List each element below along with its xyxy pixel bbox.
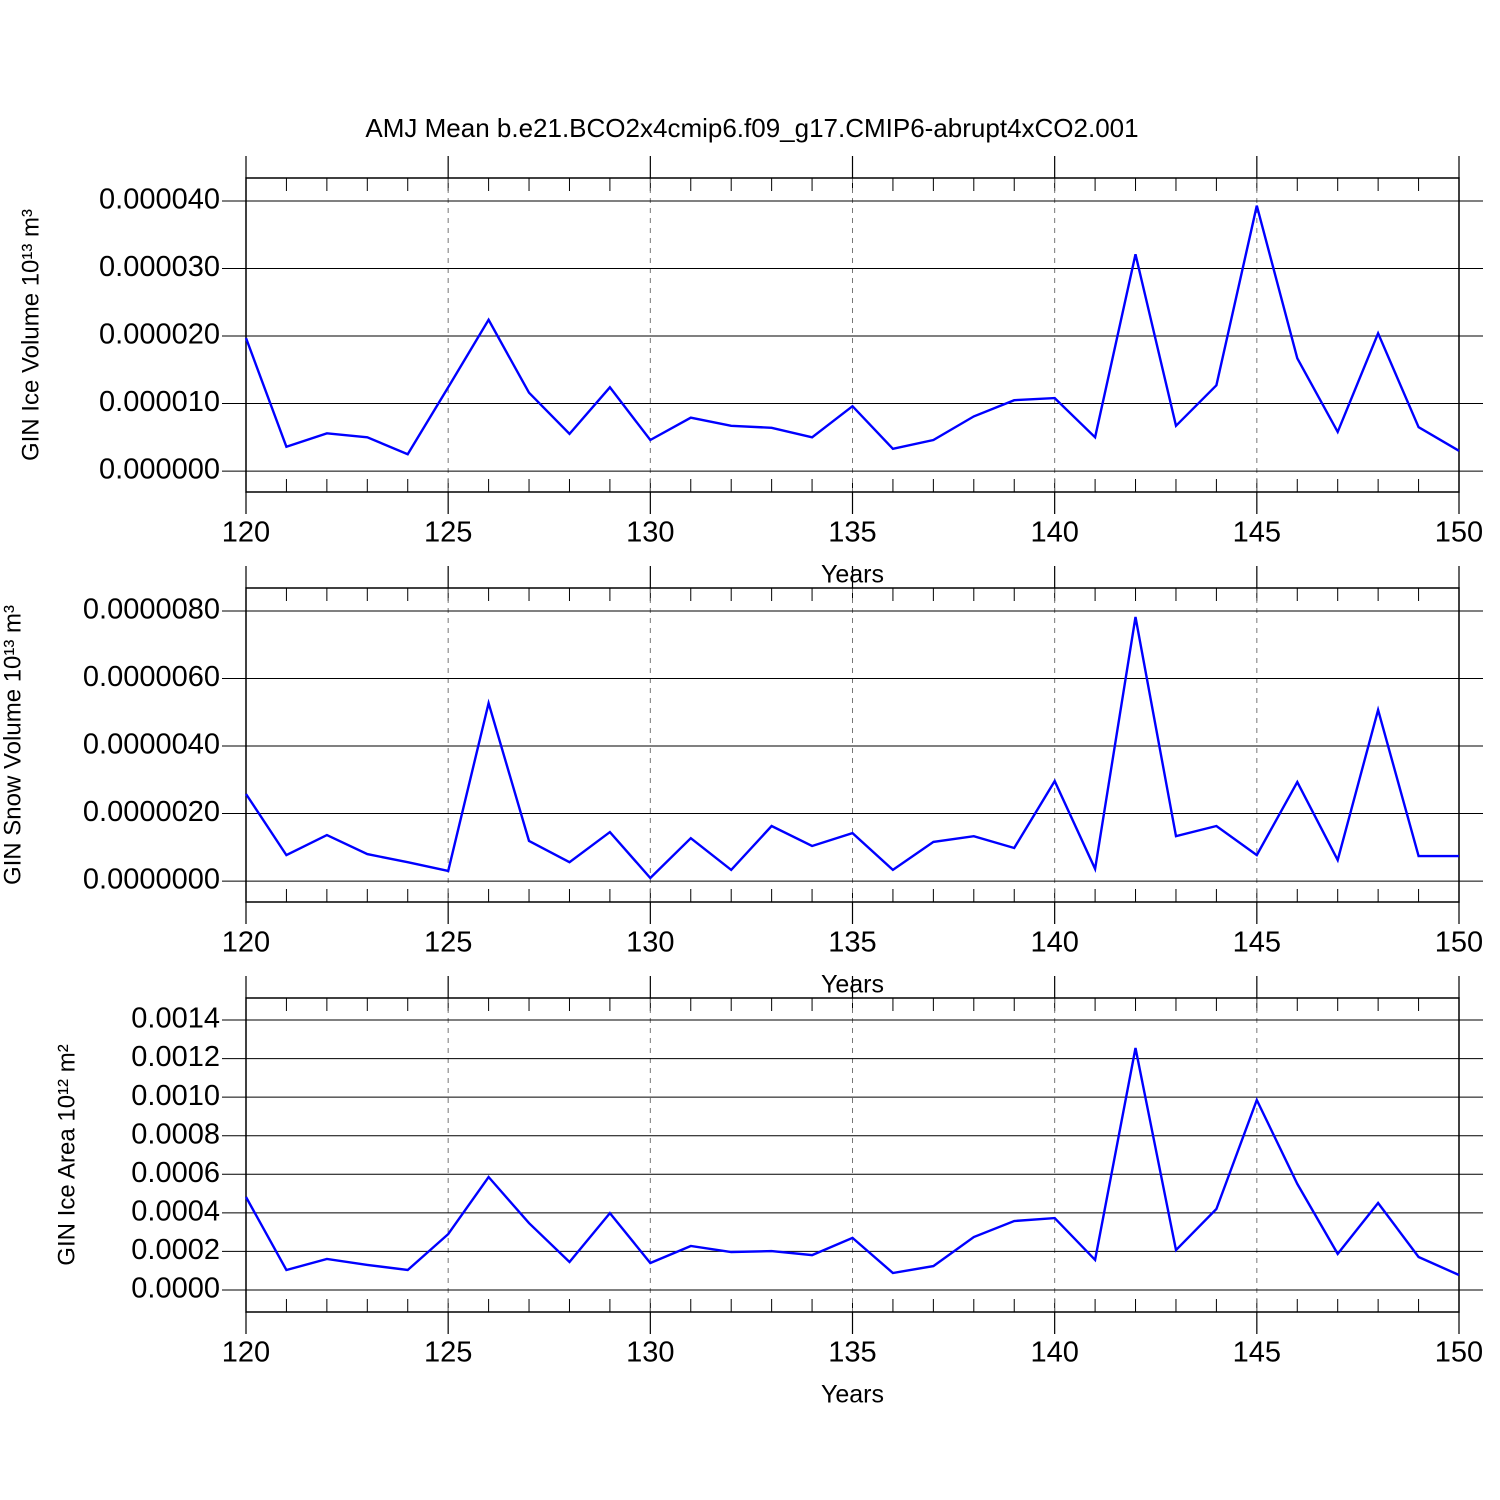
x-tick-label: 130 xyxy=(626,1337,674,1369)
x-tick-label: 140 xyxy=(1030,517,1078,549)
data-line xyxy=(244,616,1459,880)
x-tick-label: 145 xyxy=(1233,1337,1281,1369)
y-tick-label: 0.0000020 xyxy=(83,796,220,828)
y-tick-label: 0.0002 xyxy=(131,1234,220,1266)
plot-frame xyxy=(245,177,1460,493)
y-tick-label: 0.000040 xyxy=(99,184,220,216)
plot-frame xyxy=(245,997,1460,1313)
x-tick-label: 130 xyxy=(626,927,674,959)
x-tick-label: 145 xyxy=(1233,927,1281,959)
x-tick-label: 140 xyxy=(1030,927,1078,959)
data-line xyxy=(244,1047,1460,1277)
y-tick-label: 0.0000060 xyxy=(83,661,220,693)
y-axis-label: GIN Ice Area 10¹² m² xyxy=(53,1044,80,1265)
plot-frame xyxy=(245,587,1460,903)
x-tick-label: 125 xyxy=(424,927,472,959)
y-tick-label: 0.0014 xyxy=(131,1003,220,1035)
y-axis-label: GIN Ice Volume 10¹³ m³ xyxy=(17,209,44,461)
x-tick-label: 135 xyxy=(828,1337,876,1369)
x-tick-label: 120 xyxy=(222,1337,270,1369)
y-axis-label: GIN Snow Volume 10¹³ m³ xyxy=(0,605,26,885)
y-tick-label: 0.0004 xyxy=(131,1196,220,1228)
x-tick-label: 135 xyxy=(828,927,876,959)
x-tick-label: 150 xyxy=(1435,1337,1483,1369)
data-line xyxy=(244,205,1460,456)
y-tick-label: 0.0000000 xyxy=(83,864,220,896)
x-tick-label: 135 xyxy=(828,517,876,549)
y-tick-label: 0.0008 xyxy=(131,1118,220,1150)
y-tick-label: 0.0000080 xyxy=(83,594,220,626)
x-tick-label: 120 xyxy=(222,517,270,549)
x-tick-label: 125 xyxy=(424,517,472,549)
y-tick-label: 0.0012 xyxy=(131,1041,220,1073)
y-tick-label: 0.0010 xyxy=(131,1080,220,1112)
y-tick-label: 0.0000 xyxy=(131,1273,220,1305)
x-tick-label: 150 xyxy=(1435,517,1483,549)
figure-title: AMJ Mean b.e21.BCO2x4cmip6.f09_g17.CMIP6… xyxy=(365,113,1138,143)
y-tick-label: 0.000020 xyxy=(99,319,220,351)
x-tick-label: 150 xyxy=(1435,927,1483,959)
y-tick-label: 0.000010 xyxy=(99,386,220,418)
x-tick-label: 140 xyxy=(1030,1337,1078,1369)
x-tick-label: 145 xyxy=(1233,517,1281,549)
x-tick-label: 125 xyxy=(424,1337,472,1369)
x-axis-label: Years xyxy=(821,1381,884,1409)
y-tick-label: 0.000030 xyxy=(99,251,220,283)
y-tick-label: 0.000000 xyxy=(99,454,220,486)
y-tick-label: 0.0006 xyxy=(131,1157,220,1189)
y-tick-label: 0.0000040 xyxy=(83,729,220,761)
x-tick-label: 120 xyxy=(222,927,270,959)
x-tick-label: 130 xyxy=(626,517,674,549)
